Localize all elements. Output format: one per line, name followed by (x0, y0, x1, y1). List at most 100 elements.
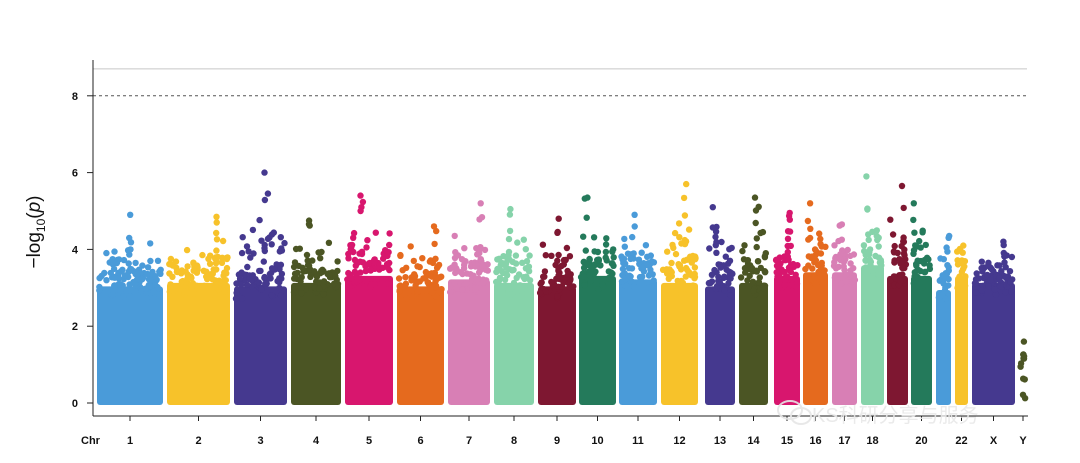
snp-point (127, 239, 135, 246)
snp-point (236, 275, 244, 282)
snp-point (268, 265, 276, 272)
snp-point (525, 268, 533, 275)
snp-point (566, 253, 574, 260)
snp-point (219, 237, 227, 245)
snp-point (262, 280, 269, 287)
snp-point (900, 204, 907, 212)
snp-point (603, 235, 610, 242)
snp-point (621, 235, 628, 243)
snp-point (249, 226, 257, 234)
snp-point (682, 264, 690, 272)
snp-point (519, 290, 526, 297)
snp-point (610, 262, 617, 269)
snp-point (126, 281, 133, 288)
snp-point (1020, 353, 1028, 360)
snp-point (117, 281, 124, 288)
snp-point (586, 255, 593, 263)
snp-point (548, 278, 555, 286)
chromosome-17-points (830, 221, 859, 405)
chromosome-3-dense-points (234, 286, 287, 405)
snp-point (334, 258, 341, 265)
snp-point (124, 247, 132, 254)
snp-point (891, 281, 898, 289)
snp-point (194, 283, 201, 291)
snp-point (1017, 363, 1024, 370)
snp-point (711, 266, 718, 274)
snp-point (460, 265, 468, 272)
snp-point (527, 283, 534, 290)
snp-point (142, 285, 149, 292)
snp-point (408, 277, 415, 284)
snp-point (558, 283, 566, 290)
snp-point (371, 281, 378, 288)
snp-point (788, 276, 796, 283)
snp-point (250, 250, 257, 257)
snp-point (510, 266, 517, 274)
snp-point (317, 255, 324, 262)
snp-point (111, 282, 118, 289)
snp-point (372, 229, 379, 236)
snp-point (897, 277, 904, 285)
snp-point (683, 180, 690, 188)
snp-point (261, 196, 269, 204)
snp-point (831, 242, 838, 249)
snp-point (898, 182, 906, 190)
chromosome-6-points (395, 223, 445, 405)
snp-point (591, 261, 599, 268)
snp-point (358, 250, 366, 258)
snp-point (581, 195, 588, 202)
snp-point (815, 268, 822, 276)
x-tick-label: 11 (632, 435, 644, 447)
snp-point (850, 265, 857, 272)
snp-point (407, 243, 414, 250)
chromosome-15-points (772, 209, 801, 405)
snp-point (762, 250, 769, 257)
snp-point (203, 268, 210, 275)
snp-point (371, 259, 378, 266)
snp-point (144, 270, 151, 278)
snp-point (188, 281, 195, 289)
snp-point (268, 292, 275, 299)
snp-point (183, 246, 191, 254)
snp-point (679, 279, 687, 287)
snp-point (526, 252, 533, 259)
snp-point (756, 274, 763, 281)
snp-point (875, 243, 882, 250)
snp-point (910, 280, 917, 287)
snp-point (957, 259, 964, 267)
x-tick-label: 20 (915, 435, 927, 447)
snp-point (520, 236, 527, 243)
chromosome-17-dense-points (832, 272, 857, 405)
chromosome-8-points (493, 205, 534, 405)
chromosome-6-dense-points (397, 286, 444, 405)
snp-point (212, 283, 219, 290)
snp-point (277, 292, 285, 299)
snp-point (783, 273, 791, 280)
snp-point (957, 276, 964, 284)
snp-point (1001, 253, 1008, 260)
x-tick-label: 10 (591, 435, 603, 447)
snp-point (350, 229, 358, 237)
snp-point (814, 261, 822, 269)
snp-point (911, 269, 918, 276)
snp-point (944, 262, 951, 269)
chromosome-2-points (166, 213, 231, 405)
snp-point (751, 194, 759, 201)
snp-point (305, 221, 313, 228)
snp-point (689, 282, 697, 289)
snp-point (727, 292, 734, 299)
snp-point (943, 244, 950, 251)
x-tick-label: 15 (781, 435, 793, 447)
snp-point (914, 257, 921, 264)
snp-point (190, 260, 197, 267)
snp-point (249, 272, 256, 279)
snp-point (911, 229, 918, 236)
snp-point (207, 252, 214, 259)
snp-point (973, 270, 980, 277)
snp-point (291, 259, 299, 266)
snp-point (294, 269, 301, 276)
snp-point (167, 261, 174, 268)
snp-point (309, 257, 316, 264)
snp-point (806, 200, 814, 207)
snp-point (493, 268, 500, 276)
